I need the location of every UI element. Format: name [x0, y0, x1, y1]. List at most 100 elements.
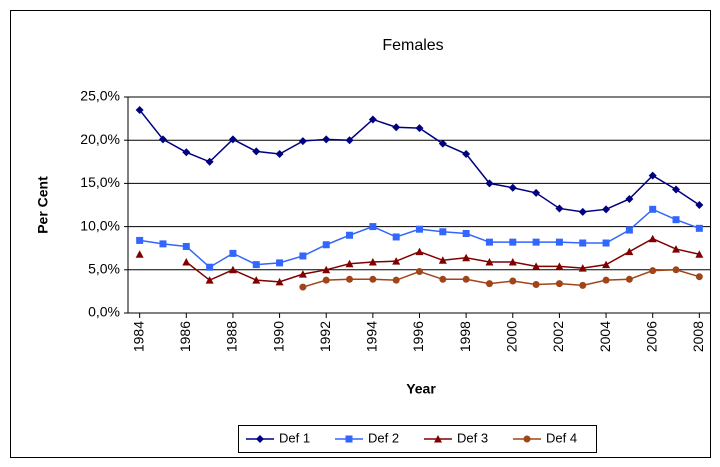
data-point	[625, 275, 633, 283]
data-point	[135, 250, 144, 258]
y-tick-label: 20,0%	[80, 131, 120, 147]
legend-marker	[256, 435, 264, 443]
x-tick-label: 2008	[690, 321, 706, 352]
data-point	[532, 262, 541, 270]
data-point	[158, 135, 167, 144]
data-point	[532, 188, 541, 197]
x-tick-label: 1994	[364, 321, 380, 352]
data-point	[346, 275, 354, 283]
x-tick-label: 1998	[457, 321, 473, 352]
x-tick-label: 2002	[550, 321, 566, 352]
data-point	[135, 105, 144, 114]
data-point	[415, 124, 424, 133]
x-axis-label: Year	[406, 381, 436, 397]
data-point	[392, 276, 400, 284]
chart-frame	[10, 10, 711, 458]
data-point	[415, 247, 424, 256]
data-point	[555, 262, 564, 270]
y-tick-label: 15,0%	[80, 174, 120, 190]
data-point	[438, 256, 447, 264]
legend-label: Def 2	[368, 430, 399, 445]
data-point	[695, 201, 704, 209]
x-tick-label: 2000	[503, 321, 519, 352]
data-point	[345, 136, 354, 145]
data-point	[369, 275, 377, 283]
data-point	[555, 238, 563, 246]
x-tick-label: 1984	[130, 321, 146, 352]
data-point	[345, 259, 354, 268]
data-point	[485, 280, 493, 288]
data-point	[416, 268, 423, 276]
data-point	[508, 183, 517, 192]
data-point	[229, 249, 237, 257]
data-point	[252, 147, 261, 156]
legend-label: Def 1	[279, 430, 310, 445]
data-point	[649, 267, 657, 275]
data-point	[439, 228, 447, 236]
data-point	[485, 258, 494, 266]
data-point	[578, 264, 587, 272]
y-tick-label: 5,0%	[88, 261, 120, 277]
data-point	[532, 280, 540, 288]
data-point	[438, 139, 447, 148]
data-point	[555, 204, 564, 213]
data-point	[672, 266, 680, 274]
data-point	[228, 265, 237, 274]
data-point	[182, 242, 190, 250]
data-point	[136, 236, 144, 244]
data-point	[672, 185, 681, 194]
data-point	[672, 216, 680, 224]
x-tick-label: 1992	[317, 321, 333, 352]
data-point	[346, 231, 354, 239]
x-tick-label: 1996	[410, 321, 426, 352]
y-tick-label: 10,0%	[80, 217, 120, 233]
data-point	[276, 259, 284, 267]
data-point	[322, 265, 331, 274]
data-point	[205, 276, 214, 284]
series-line	[302, 269, 700, 288]
data-point	[206, 263, 214, 271]
data-point	[275, 277, 284, 286]
data-point	[579, 239, 587, 247]
x-tick-label: 1986	[177, 321, 193, 352]
data-point	[228, 135, 237, 144]
data-point	[298, 270, 307, 278]
data-point	[392, 233, 400, 241]
data-point	[462, 253, 471, 262]
data-point	[462, 150, 471, 159]
data-point	[695, 224, 703, 232]
data-point	[672, 245, 681, 253]
data-point	[205, 157, 214, 166]
legend-label: Def 3	[457, 430, 488, 445]
data-point	[159, 240, 167, 248]
data-point	[416, 225, 423, 233]
data-point	[299, 283, 307, 291]
data-point	[695, 250, 704, 258]
x-tick-label: 2006	[643, 321, 659, 352]
data-point	[509, 277, 517, 285]
x-tick-label: 2004	[597, 321, 613, 352]
data-point	[462, 230, 470, 238]
data-point	[649, 205, 657, 213]
data-point	[602, 276, 610, 284]
data-point	[322, 276, 330, 284]
data-point	[369, 223, 377, 231]
data-point	[625, 194, 634, 203]
data-point	[392, 123, 401, 132]
y-axis-label: Per Cent	[35, 176, 51, 234]
legend-marker	[345, 435, 353, 443]
data-point	[602, 260, 611, 269]
data-point	[182, 258, 191, 266]
data-point	[508, 258, 517, 266]
data-point	[509, 238, 517, 246]
data-point	[298, 137, 307, 146]
data-point	[578, 207, 587, 216]
data-point	[532, 238, 540, 246]
data-point	[299, 252, 307, 260]
data-point	[368, 258, 377, 266]
data-point	[252, 261, 260, 269]
legend-label: Def 4	[546, 430, 577, 445]
data-point	[485, 179, 494, 188]
data-point	[625, 247, 634, 256]
